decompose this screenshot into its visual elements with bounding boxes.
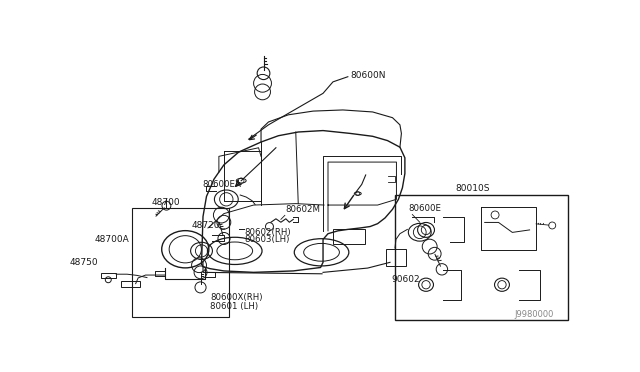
Text: 48700A: 48700A: [95, 235, 129, 244]
Bar: [132, 208, 229, 317]
Text: 80601 (LH): 80601 (LH): [211, 302, 259, 311]
Bar: [395, 195, 568, 320]
Text: 80600E: 80600E: [409, 204, 442, 213]
Bar: [333, 230, 365, 244]
Text: 80602M: 80602M: [286, 205, 321, 214]
Text: 80602(RH): 80602(RH): [244, 228, 291, 237]
Text: 48750: 48750: [70, 258, 99, 267]
Text: 80600N: 80600N: [350, 71, 386, 80]
Text: 48700: 48700: [152, 198, 180, 207]
Bar: [121, 281, 140, 287]
Text: 80600X(RH): 80600X(RH): [211, 293, 263, 302]
Text: 80603(LH): 80603(LH): [244, 235, 290, 244]
Text: 80010S: 80010S: [456, 183, 490, 193]
Bar: [101, 273, 116, 278]
Text: J9980000: J9980000: [515, 310, 554, 319]
Text: 48720: 48720: [192, 221, 221, 230]
Text: 90602: 90602: [391, 275, 420, 284]
Bar: [386, 250, 406, 266]
Text: 80600EA: 80600EA: [202, 180, 241, 189]
